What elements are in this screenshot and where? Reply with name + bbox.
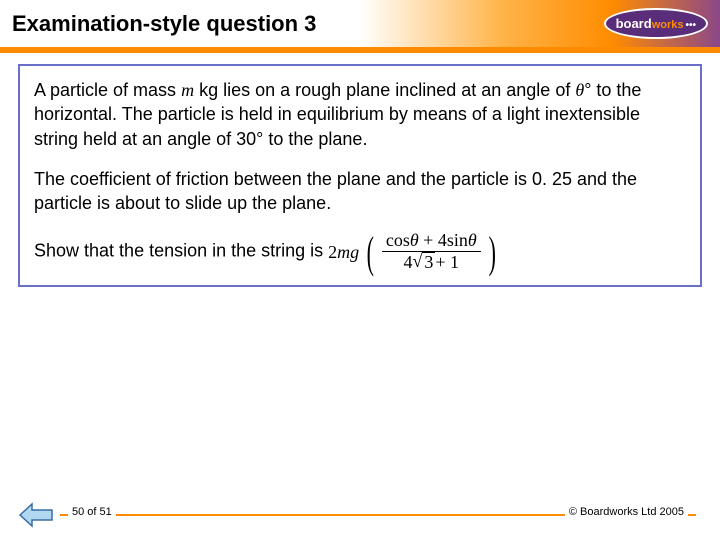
logo-oval: boardworks••• xyxy=(604,8,708,39)
paragraph-1: A particle of mass m kg lies on a rough … xyxy=(34,78,686,151)
content-area: A particle of mass m kg lies on a rough … xyxy=(0,50,720,347)
paragraph-3: Show that the tension in the string is 2… xyxy=(34,231,686,273)
num: 2 xyxy=(328,242,337,262)
denom-plus1: + 1 xyxy=(435,253,459,273)
page-number: 50 of 51 xyxy=(68,506,116,518)
numerator: cosθ + 4sinθ xyxy=(382,231,481,252)
paren-left: ( xyxy=(367,235,374,270)
text: kg lies on a rough plane inclined at an … xyxy=(194,80,575,100)
coeff: 2mg xyxy=(328,240,359,264)
var-m: m xyxy=(181,80,194,100)
slide-footer: 50 of 51 © Boardworks Ltd 2005 xyxy=(18,500,702,530)
formula: 2mg ( cosθ + 4sinθ 4 √3 + 1 ) xyxy=(328,231,499,273)
logo: boardworks••• xyxy=(604,8,708,39)
var-mg: mg xyxy=(337,242,359,262)
sqrt: √3 xyxy=(412,252,435,273)
header-underline xyxy=(0,50,720,53)
fraction: cosθ + 4sinθ 4 √3 + 1 xyxy=(382,231,481,273)
copyright: © Boardworks Ltd 2005 xyxy=(565,506,688,518)
denom-4: 4 xyxy=(403,253,412,273)
logo-dots: ••• xyxy=(685,20,696,31)
text: Show that the tension in the string is xyxy=(34,241,328,261)
logo-text-works: works xyxy=(652,19,684,31)
paragraph-2: The coefficient of friction between the … xyxy=(34,167,686,216)
prev-arrow-icon[interactable] xyxy=(18,500,54,530)
paren-right: ) xyxy=(488,235,495,270)
var-theta: θ xyxy=(575,80,584,100)
radicand: 3 xyxy=(422,252,435,273)
denominator: 4 √3 + 1 xyxy=(399,252,463,273)
text: A particle of mass xyxy=(34,80,181,100)
footer-line: 50 of 51 © Boardworks Ltd 2005 xyxy=(60,514,696,516)
logo-text-board: board xyxy=(616,16,652,31)
question-box: A particle of mass m kg lies on a rough … xyxy=(18,64,702,287)
slide-header: Examination-style question 3 boardworks•… xyxy=(0,0,720,50)
slide-title: Examination-style question 3 xyxy=(12,11,316,37)
